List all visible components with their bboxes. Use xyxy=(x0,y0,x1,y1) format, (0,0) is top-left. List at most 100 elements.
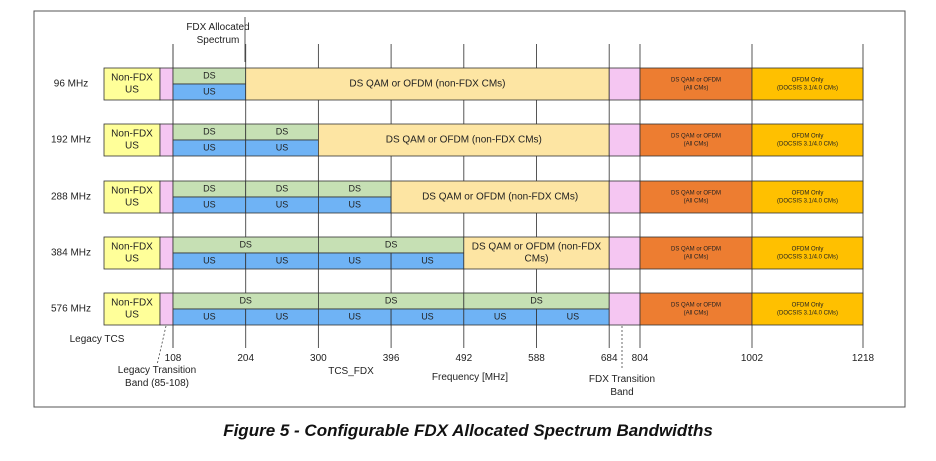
us-segment-label: US xyxy=(494,311,507,321)
row-bandwidth-label: 576 MHz xyxy=(51,304,91,315)
ds-qam-all-cms-block xyxy=(639,180,753,214)
us-segment-label: US xyxy=(348,255,361,265)
ds-qam-non-fdx-block xyxy=(245,67,610,101)
ds-segment-label: DS xyxy=(276,126,289,136)
us-segment-label: US xyxy=(276,142,289,152)
legacy-transition-label-line2: Band (85-108) xyxy=(125,378,189,389)
us-segment-label: US xyxy=(348,199,361,209)
ds-qam-all-cms-block xyxy=(639,236,753,270)
non-fdx-us-label-line1: Non-FDX xyxy=(111,129,153,140)
axis-tick-label: 396 xyxy=(383,353,400,364)
ds-segment-label: DS xyxy=(348,183,361,193)
axis-tick-label: 588 xyxy=(528,353,545,364)
ds-qam-non-fdx-label-line1: DS QAM or OFDM (non-FDX xyxy=(472,242,602,253)
ds-segment-label: DS xyxy=(385,239,398,249)
non-fdx-us-label-line1: Non-FDX xyxy=(111,186,153,197)
ds-qam-all-cms-block xyxy=(639,292,753,326)
frequency-axis: 108 204 300 396 492 588 684 804 1002 1218 xyxy=(165,353,875,364)
ofdm-only-label-line1: OFDM Only xyxy=(792,191,824,197)
ofdm-only-label-line2: (DOCSIS 3.1/4.0 CMs) xyxy=(777,199,838,205)
ofdm-only-label-line2: (DOCSIS 3.1/4.0 CMs) xyxy=(777,255,838,261)
ds-qam-non-fdx-label-line1: DS QAM or OFDM (non-FDX CMs) xyxy=(422,192,578,203)
ofdm-only-label-line1: OFDM Only xyxy=(792,247,824,253)
us-segment-label: US xyxy=(203,142,216,152)
ds-qam-all-cms-block xyxy=(639,67,753,101)
ofdm-only-label-line1: OFDM Only xyxy=(792,134,824,140)
ds-qam-all-cms-label-line1: DS QAM or OFDM xyxy=(671,247,721,253)
ofdm-only-block xyxy=(751,123,864,157)
ds-qam-all-cms-label-line1: DS QAM or OFDM xyxy=(671,303,721,309)
ofdm-only-block xyxy=(751,236,864,270)
non-fdx-us-label-line1: Non-FDX xyxy=(111,73,153,84)
fdx-transition-band xyxy=(608,67,641,101)
axis-tick-label: 1002 xyxy=(741,353,764,364)
ds-qam-all-cms-label-line2: (All CMs) xyxy=(684,142,709,148)
fdx-transition-label-line2: Band xyxy=(610,387,633,398)
legacy-transition-band xyxy=(159,292,174,326)
fdx-transition-band xyxy=(608,292,641,326)
ds-segment-label: DS xyxy=(239,239,252,249)
us-segment-label: US xyxy=(203,311,216,321)
ds-qam-non-fdx-label-line2: CMs) xyxy=(525,254,549,265)
ds-qam-all-cms-label-line2: (All CMs) xyxy=(684,199,709,205)
ds-qam-all-cms-block xyxy=(639,123,753,157)
ds-qam-non-fdx-label-line1: DS QAM or OFDM (non-FDX CMs) xyxy=(386,135,542,146)
ofdm-only-label-line2: (DOCSIS 3.1/4.0 CMs) xyxy=(777,311,838,317)
ds-qam-non-fdx-block xyxy=(463,236,610,270)
fdx-transition-band xyxy=(608,123,641,157)
fdx-allocated-label-line2: Spectrum xyxy=(197,35,240,46)
ofdm-only-block xyxy=(751,292,864,326)
legacy-transition-band xyxy=(159,236,174,270)
axis-tick-label: 204 xyxy=(237,353,254,364)
us-segment-label: US xyxy=(203,199,216,209)
ofdm-only-block xyxy=(751,180,864,214)
ds-segment-label: DS xyxy=(203,183,216,193)
fdx-transition-band xyxy=(608,180,641,214)
row-bandwidth-label: 384 MHz xyxy=(51,248,91,259)
axis-tick-label: 108 xyxy=(165,353,182,364)
legacy-transition-band xyxy=(159,180,174,214)
non-fdx-us-label-line2: US xyxy=(125,198,139,209)
us-segment-label: US xyxy=(421,255,434,265)
axis-tick-label: 300 xyxy=(310,353,327,364)
legacy-transition-leader xyxy=(156,325,167,366)
fdx-transition-band xyxy=(608,236,641,270)
non-fdx-us-label-line2: US xyxy=(125,310,139,321)
fdx-allocated-label-line1: FDX Allocated xyxy=(186,22,249,33)
ds-qam-non-fdx-label-line1: DS QAM or OFDM (non-FDX CMs) xyxy=(349,79,505,90)
us-segment-label: US xyxy=(421,311,434,321)
ds-segment-label: DS xyxy=(203,126,216,136)
non-fdx-us-block xyxy=(103,123,161,157)
figure-caption: Figure 5 - Configurable FDX Allocated Sp… xyxy=(223,421,713,440)
ds-segment-label: DS xyxy=(530,295,543,305)
non-fdx-us-label-line2: US xyxy=(125,85,139,96)
legacy-transition-band xyxy=(159,67,174,101)
us-segment-label: US xyxy=(348,311,361,321)
ds-segment-label: DS xyxy=(276,183,289,193)
non-fdx-us-label-line1: Non-FDX xyxy=(111,242,153,253)
axis-tick-label: 1218 xyxy=(852,353,875,364)
legacy-transition-band xyxy=(159,123,174,157)
non-fdx-us-label-line2: US xyxy=(125,254,139,265)
axis-tick-label: 492 xyxy=(455,353,472,364)
us-segment-label: US xyxy=(276,255,289,265)
ofdm-only-label-line2: (DOCSIS 3.1/4.0 CMs) xyxy=(777,142,838,148)
ds-qam-all-cms-label-line2: (All CMs) xyxy=(684,86,709,92)
legacy-transition-label-line1: Legacy Transition xyxy=(118,365,196,376)
ds-qam-all-cms-label-line1: DS QAM or OFDM xyxy=(671,134,721,140)
ofdm-only-label-line1: OFDM Only xyxy=(792,78,824,84)
ds-qam-all-cms-label-line1: DS QAM or OFDM xyxy=(671,191,721,197)
ds-segment-label: DS xyxy=(385,295,398,305)
frequency-axis-label: Frequency [MHz] xyxy=(432,372,508,383)
us-segment-label: US xyxy=(276,199,289,209)
ds-segment-label: DS xyxy=(239,295,252,305)
row-bandwidth-label: 288 MHz xyxy=(51,192,91,203)
axis-tick-label: 684 xyxy=(601,353,618,364)
us-segment-label: US xyxy=(203,86,216,96)
ds-qam-all-cms-label-line2: (All CMs) xyxy=(684,255,709,261)
